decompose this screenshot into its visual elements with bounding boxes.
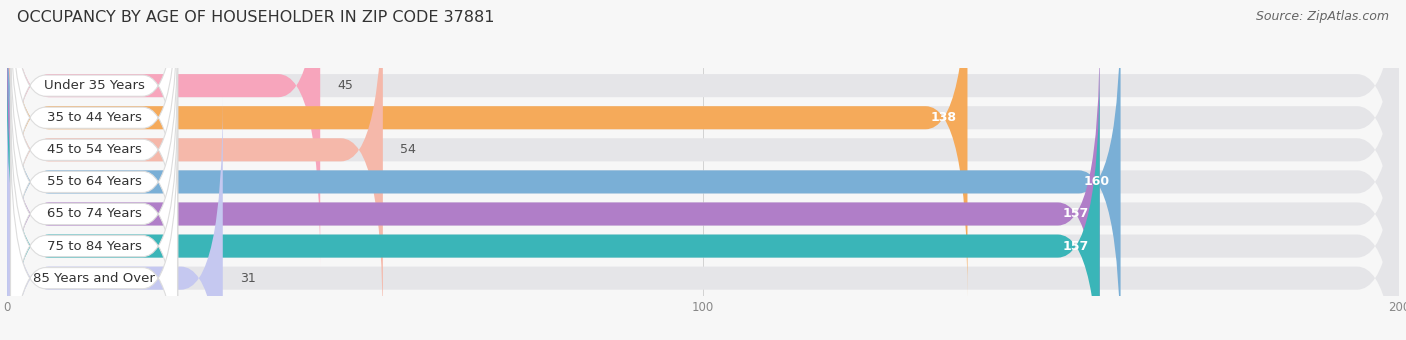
Text: 65 to 74 Years: 65 to 74 Years	[46, 207, 142, 220]
Text: 35 to 44 Years: 35 to 44 Years	[46, 111, 142, 124]
Text: 45: 45	[337, 79, 353, 92]
Text: 31: 31	[240, 272, 256, 285]
FancyBboxPatch shape	[10, 0, 177, 300]
FancyBboxPatch shape	[7, 0, 1399, 267]
FancyBboxPatch shape	[7, 0, 321, 267]
FancyBboxPatch shape	[10, 128, 177, 340]
FancyBboxPatch shape	[7, 33, 1399, 340]
Text: 45 to 54 Years: 45 to 54 Years	[46, 143, 142, 156]
FancyBboxPatch shape	[7, 1, 1399, 340]
Text: 85 Years and Over: 85 Years and Over	[34, 272, 155, 285]
FancyBboxPatch shape	[7, 0, 1399, 331]
Text: OCCUPANCY BY AGE OF HOUSEHOLDER IN ZIP CODE 37881: OCCUPANCY BY AGE OF HOUSEHOLDER IN ZIP C…	[17, 10, 495, 25]
FancyBboxPatch shape	[7, 0, 1399, 299]
FancyBboxPatch shape	[7, 1, 1121, 340]
FancyBboxPatch shape	[10, 32, 177, 332]
Text: Under 35 Years: Under 35 Years	[44, 79, 145, 92]
FancyBboxPatch shape	[7, 33, 1099, 340]
Text: 157: 157	[1063, 240, 1090, 253]
FancyBboxPatch shape	[7, 0, 382, 331]
Text: Source: ZipAtlas.com: Source: ZipAtlas.com	[1256, 10, 1389, 23]
Text: 75 to 84 Years: 75 to 84 Years	[46, 240, 142, 253]
FancyBboxPatch shape	[7, 97, 222, 340]
FancyBboxPatch shape	[10, 0, 177, 268]
FancyBboxPatch shape	[7, 65, 1399, 340]
Text: 55 to 64 Years: 55 to 64 Years	[46, 175, 142, 188]
Text: 157: 157	[1063, 207, 1090, 220]
Text: 54: 54	[401, 143, 416, 156]
FancyBboxPatch shape	[10, 64, 177, 340]
Text: 138: 138	[931, 111, 957, 124]
FancyBboxPatch shape	[10, 96, 177, 340]
FancyBboxPatch shape	[7, 0, 967, 299]
FancyBboxPatch shape	[7, 65, 1099, 340]
FancyBboxPatch shape	[7, 97, 1399, 340]
Text: 160: 160	[1084, 175, 1111, 188]
FancyBboxPatch shape	[10, 0, 177, 236]
